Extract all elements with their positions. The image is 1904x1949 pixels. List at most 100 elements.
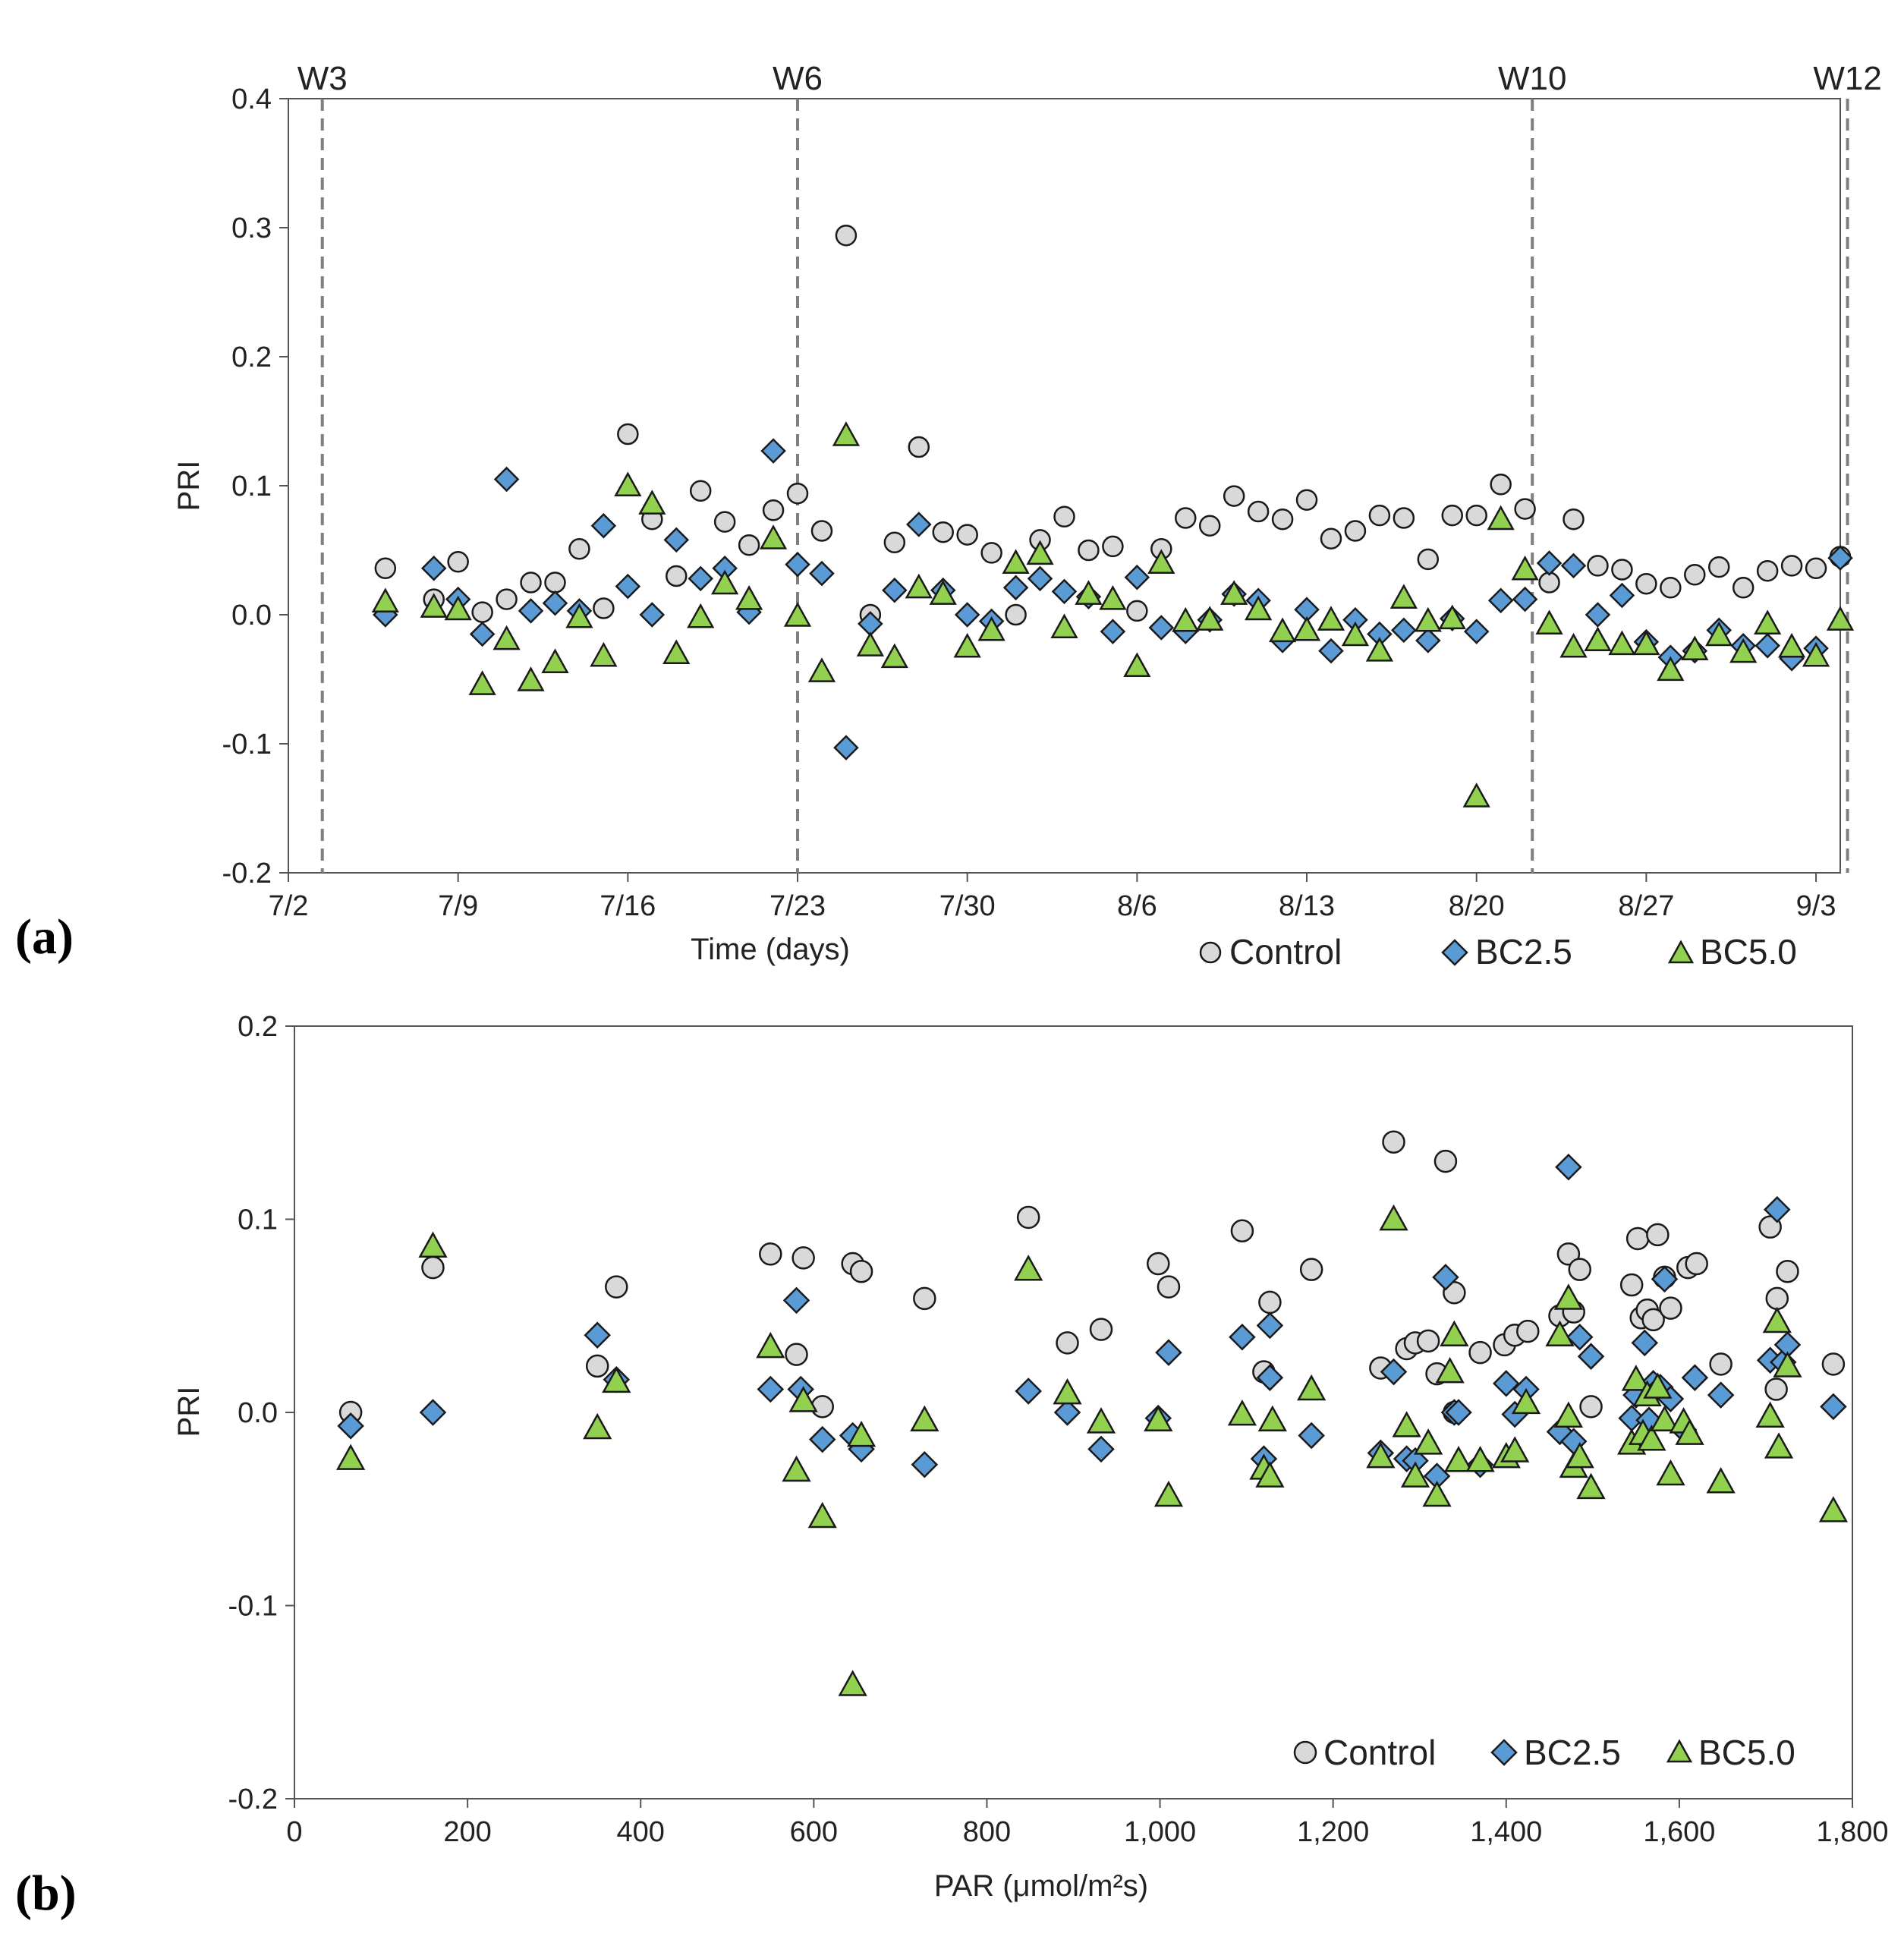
point-bc50-a — [759, 524, 788, 549]
y-tick-label-b: 0.0 — [238, 1397, 278, 1429]
point-bc50-b — [838, 1670, 867, 1696]
point-control-b — [849, 1259, 873, 1283]
point-bc50-b — [1400, 1461, 1430, 1488]
point-bc50-b — [1366, 1441, 1396, 1469]
point-bc25-a — [1318, 638, 1344, 664]
point-control-b — [759, 1242, 782, 1266]
point-bc50-b — [1545, 1320, 1575, 1347]
point-bc50-b — [1053, 1378, 1082, 1405]
point-bc25-a — [809, 560, 835, 587]
point-bc50-a — [1268, 617, 1297, 643]
point-bc25-b — [419, 1399, 447, 1426]
legend-b: Control BC2.5 BC5.0 — [1293, 1733, 1795, 1772]
point-bc50-a — [977, 616, 1006, 641]
point-control-a — [447, 551, 469, 573]
point-bc25-a — [518, 598, 544, 624]
point-bc25-b — [1256, 1364, 1284, 1391]
point-control-a — [883, 531, 906, 554]
x-tick-label-b: 1,800 — [1816, 1816, 1888, 1848]
point-bc50-b — [1553, 1401, 1584, 1428]
point-bc50-a — [565, 603, 593, 628]
point-bc25-b — [808, 1425, 836, 1453]
point-control-a — [835, 224, 858, 247]
point-control-a — [1223, 485, 1245, 507]
point-bc50-a — [590, 641, 618, 667]
point-bc50-a — [493, 625, 521, 650]
point-control-a — [1441, 504, 1463, 527]
point-bc50-a — [371, 587, 399, 613]
point-bc50-a — [1657, 656, 1685, 682]
panel-label-b: (b) — [15, 1866, 77, 1921]
point-bc50-b — [1392, 1411, 1421, 1437]
point-control-a — [1780, 555, 1803, 577]
point-control-b — [1821, 1352, 1846, 1376]
point-control-b — [1568, 1258, 1591, 1281]
point-control-a — [593, 597, 615, 619]
point-bc50-b — [1227, 1399, 1257, 1426]
panel-label-a: (a) — [15, 909, 74, 965]
x-tick-label-a: 9/3 — [1796, 890, 1836, 922]
point-bc25-a — [469, 621, 496, 647]
point-bc50-b — [1650, 1405, 1679, 1432]
point-control-a — [471, 601, 493, 623]
point-bc50-b — [1440, 1320, 1469, 1347]
point-bc50-a — [1365, 637, 1394, 662]
point-control-a — [713, 511, 736, 533]
point-control-a — [1295, 489, 1318, 511]
point-bc50-b — [1764, 1432, 1794, 1459]
point-control-b — [605, 1275, 628, 1299]
point-control-a — [1514, 498, 1536, 520]
chart-panel-a: W3 W6 W10 W12 -0.2 -0.1 0.0 0.1 0.2 0.3 0.4 7/2 7/9… — [172, 60, 1882, 971]
point-control-a — [1490, 474, 1512, 496]
point-control-a — [1805, 557, 1827, 580]
point-control-a — [1247, 500, 1270, 523]
point-bc50-b — [1435, 1356, 1465, 1384]
point-bc50-a — [1559, 632, 1588, 658]
point-control-b — [1646, 1223, 1670, 1247]
point-control-a — [1684, 564, 1706, 586]
point-bc50-b — [1755, 1401, 1785, 1428]
point-bc25-a — [1051, 578, 1078, 605]
point-control-a — [1756, 559, 1779, 582]
x-axis-title-a: Time (days) — [691, 933, 850, 966]
point-control-b — [1056, 1331, 1079, 1355]
point-bc50-a — [662, 639, 691, 665]
point-bc50-a — [1220, 580, 1248, 605]
point-control-a — [689, 480, 712, 502]
point-bc25-a — [906, 512, 932, 537]
point-control-a — [1563, 508, 1585, 531]
point-bc25-a — [882, 577, 908, 603]
point-control-b — [1776, 1259, 1799, 1283]
point-bc25-b — [1445, 1399, 1472, 1426]
point-bc50-b — [1565, 1441, 1594, 1469]
point-control-b — [1625, 1226, 1650, 1251]
point-control-a — [956, 524, 978, 546]
legend-marker-bc50-a — [1667, 940, 1695, 964]
legend-a: Control BC2.5 BC5.0 — [1199, 932, 1797, 971]
point-control-a — [1102, 535, 1124, 558]
point-control-b — [421, 1255, 445, 1280]
point-bc25-b — [782, 1286, 810, 1315]
point-bc50-b — [1014, 1255, 1043, 1281]
point-bc50-b — [782, 1455, 811, 1482]
point-bc50-b — [336, 1444, 366, 1470]
point-control-a — [1175, 507, 1197, 529]
point-bc50-a — [444, 595, 472, 621]
point-bc25-b — [1229, 1323, 1256, 1351]
point-control-b — [1579, 1395, 1603, 1418]
point-control-b — [1089, 1318, 1113, 1341]
point-control-a — [1320, 527, 1342, 549]
point-bc50-b — [1621, 1365, 1651, 1391]
point-bc25-a — [1560, 553, 1587, 579]
point-control-a — [1635, 572, 1657, 595]
point-bc25-b — [1432, 1264, 1459, 1291]
point-bc25-a — [833, 735, 859, 760]
point-bc50-a — [1681, 635, 1709, 660]
point-bc25-a — [1755, 633, 1780, 659]
point-bc25-a — [785, 551, 810, 578]
point-bc25-b — [1764, 1196, 1791, 1223]
point-bc50-a — [1802, 641, 1830, 667]
point-bc50-a — [856, 631, 884, 656]
point-bc50-a — [1196, 606, 1224, 631]
point-bc50-b — [1465, 1446, 1495, 1472]
